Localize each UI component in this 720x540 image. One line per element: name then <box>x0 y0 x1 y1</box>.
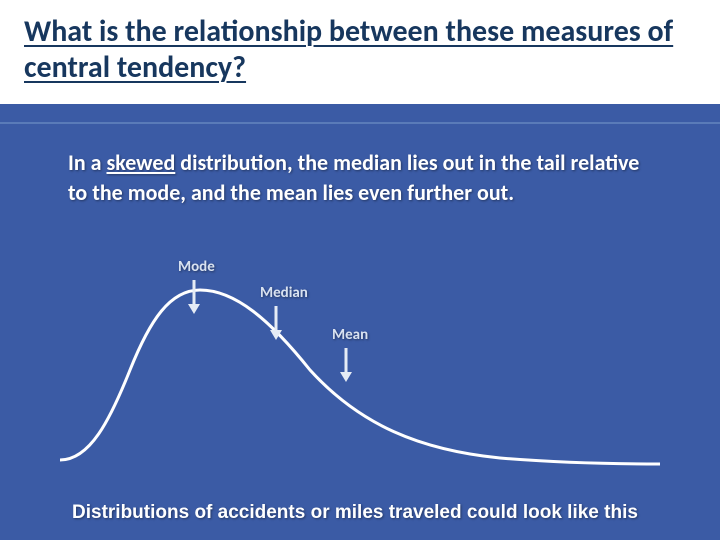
arrow-median <box>269 306 283 340</box>
measure-label-mean: Mean <box>332 326 368 344</box>
title-gap <box>0 104 720 122</box>
measure-label-mode: Mode <box>178 258 215 276</box>
distribution-curve <box>60 290 660 464</box>
curve-svg <box>60 260 660 490</box>
title-block: What is the relationship between these m… <box>0 0 720 104</box>
paragraph-prefix: In a <box>68 149 106 176</box>
measure-label-median: Median <box>260 284 308 302</box>
arrow-mode <box>187 280 201 314</box>
body-paragraph: In a skewed distribution, the median lie… <box>0 124 720 207</box>
footer-caption: Distributions of accidents or miles trav… <box>72 502 680 524</box>
distribution-chart: Mode Median Mean <box>60 260 660 490</box>
paragraph-skewed-word: skewed <box>106 149 175 176</box>
slide-title: What is the relationship between these m… <box>24 14 696 86</box>
arrow-mean <box>339 348 353 382</box>
